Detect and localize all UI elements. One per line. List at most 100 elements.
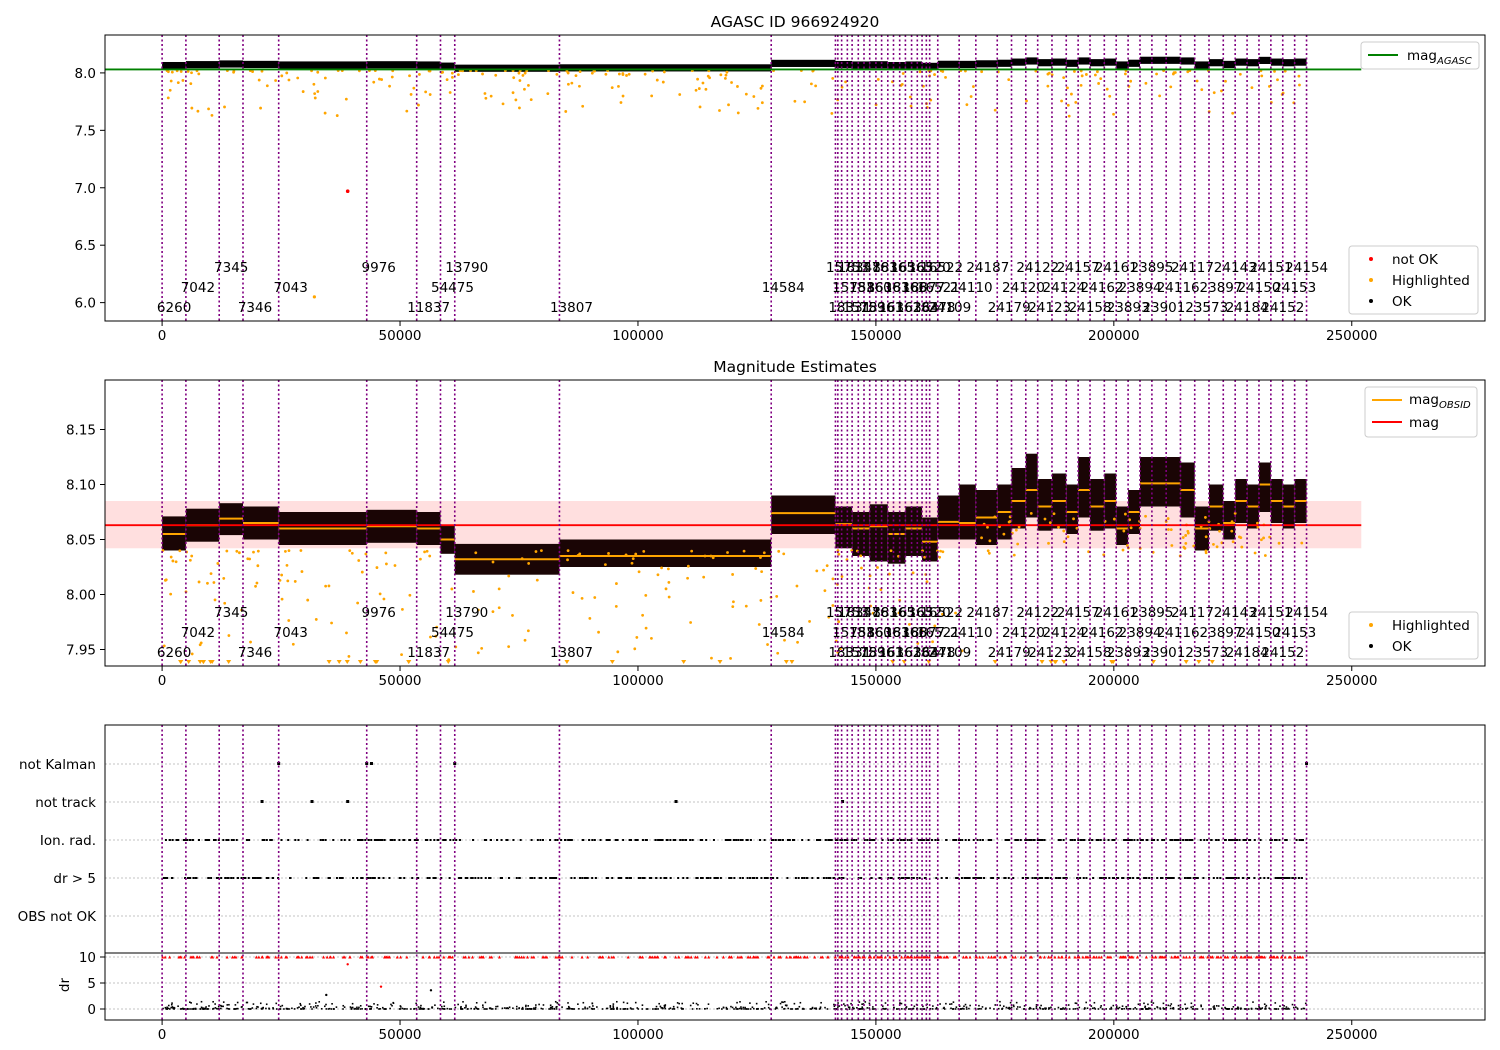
flag-point: [900, 877, 903, 879]
dr-point: [302, 1006, 304, 1009]
flag-point: [658, 839, 661, 841]
highlighted-point: [933, 624, 937, 628]
flag-point: [997, 877, 1000, 879]
highlighted-point: [1263, 554, 1267, 557]
dr-point: [1118, 1006, 1121, 1009]
dr-point: [422, 1008, 425, 1010]
dr-flagged-point: [888, 955, 892, 959]
flag-point: [222, 839, 225, 841]
highlighted-point: [1204, 549, 1208, 553]
highlighted-point: [186, 69, 190, 73]
highlighted-point: [706, 74, 710, 78]
flag-point: [779, 839, 782, 841]
dr-point: [852, 1006, 854, 1009]
flag-point: [1217, 839, 1220, 841]
obsid-label: 7345: [214, 605, 248, 621]
highlighted-point: [210, 113, 214, 117]
flag-point: [663, 877, 666, 879]
ok-points-band: [1011, 58, 1026, 66]
dr-flagged-point: [638, 955, 642, 959]
highlighted-point: [617, 84, 620, 88]
dr-point: [556, 1002, 559, 1004]
dr-flagged-point: [260, 955, 264, 959]
highlighted-point: [419, 557, 422, 561]
dr-point: [678, 1002, 681, 1005]
dr-flagged-point: [727, 955, 731, 959]
dr-point: [349, 1006, 352, 1008]
dr-point: [484, 1001, 487, 1004]
flag-point: [1212, 877, 1215, 879]
flag-point: [630, 839, 633, 841]
flag-point: [691, 839, 694, 841]
dr-point: [1191, 1008, 1194, 1010]
x-tick-label: 150000: [850, 1027, 902, 1043]
flag-point: [1277, 877, 1280, 879]
flag-point: [1278, 839, 1281, 841]
dr-flagged-point: [900, 955, 904, 959]
highlighted-point: [939, 549, 942, 553]
dr-flagged-point: [195, 955, 199, 959]
flag-point: [1146, 839, 1149, 841]
dr-point: [1179, 1006, 1182, 1009]
dr-point: [616, 1008, 619, 1010]
highlighted-point: [484, 96, 488, 100]
ok-points-band: [771, 495, 836, 534]
flag-point: [807, 839, 810, 841]
dr-point: [932, 1005, 934, 1007]
dr-flagged-point: [1176, 955, 1180, 959]
dr-point: [470, 1007, 472, 1010]
highlighted-point: [314, 618, 318, 621]
dr-point: [1286, 1008, 1289, 1010]
flag-point: [959, 839, 962, 841]
highlighted-out-of-range: [197, 660, 203, 664]
x-tick-label: 100000: [612, 1027, 664, 1043]
flag-point: [388, 877, 391, 879]
obsid-label: 18365: [872, 605, 915, 621]
dr-flagged-point: [328, 955, 332, 959]
flag-point: [1229, 877, 1232, 879]
dr-point: [636, 1007, 639, 1009]
dr-point: [695, 1002, 698, 1005]
dr-point: [1237, 1008, 1239, 1010]
dr-point: [1129, 1008, 1132, 1010]
dr-flagged-point: [1184, 955, 1188, 959]
flag-point: [393, 839, 396, 841]
obsid-label: 24122: [1016, 260, 1059, 276]
dr-point: [220, 1007, 222, 1010]
dr-point: [1009, 1001, 1012, 1004]
dr-point: [1099, 1006, 1102, 1009]
flag-point: [306, 839, 309, 841]
highlighted-point: [724, 73, 728, 77]
dr-point: [704, 1007, 706, 1010]
flag-point: [1170, 877, 1173, 879]
dr-point: [1121, 1008, 1124, 1010]
highlighted-point: [907, 623, 911, 626]
dr-point: [1172, 1008, 1175, 1010]
highlighted-point: [412, 86, 416, 90]
ok-points-band: [1223, 501, 1236, 540]
highlighted-point: [523, 71, 527, 75]
highlighted-point: [1204, 516, 1207, 519]
dr-point: [664, 1007, 666, 1010]
dr-flagged-point: [1135, 955, 1139, 959]
dr-point: [162, 1007, 164, 1010]
dr-point: [577, 1003, 579, 1005]
flags-plot-frame: [104, 724, 1486, 1021]
dr-point: [612, 1005, 615, 1007]
dr-flagged-point: [257, 955, 261, 959]
dr-point: [1265, 1004, 1268, 1007]
x-tick-label: 50000: [379, 673, 422, 689]
dr-point: [899, 1002, 901, 1005]
dr-point: [1283, 1007, 1286, 1010]
flag-point: [728, 877, 731, 879]
flag-point: [398, 839, 401, 841]
dr-point: [655, 1008, 658, 1010]
dr-point: [735, 1008, 738, 1010]
dr-point: [265, 1007, 267, 1010]
dr-point: [301, 1008, 303, 1010]
dr-point: [1169, 1007, 1172, 1010]
dr-point: [994, 1004, 997, 1006]
flag-point: [226, 877, 229, 879]
flag-point: [166, 877, 169, 879]
